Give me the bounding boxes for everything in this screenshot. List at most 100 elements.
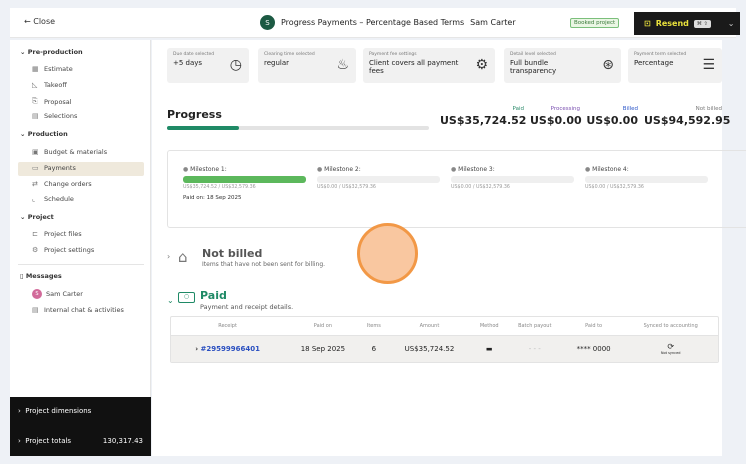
card-label: Clearing time selected bbox=[264, 52, 315, 57]
sidebar-item-takeoff[interactable]: ◺ Takeoff bbox=[32, 81, 67, 89]
sync-status[interactable]: ⟳ Not synced bbox=[623, 335, 718, 362]
milestone-bar bbox=[183, 176, 306, 183]
sidebar-item-budget[interactable]: ▣ Budget & materials bbox=[32, 148, 108, 156]
page-title: Progress Payments – Percentage Based Ter… bbox=[281, 18, 465, 27]
milestones-panel: ● Milestone 1: US$35,724.52 / US$32,579.3… bbox=[167, 150, 746, 228]
collapse-chevron[interactable]: ⌄ bbox=[167, 296, 174, 305]
paid-subtitle: Payment and receipt details. bbox=[200, 303, 294, 311]
column-header: Batch payout bbox=[505, 317, 564, 336]
divider bbox=[18, 264, 144, 265]
card-label: Detail level selected bbox=[510, 52, 556, 57]
project-totals[interactable]: › Project totals bbox=[18, 437, 72, 445]
card-label: Payment term selected bbox=[634, 52, 687, 57]
section-pre-production[interactable]: ⌄ Pre-production bbox=[20, 48, 83, 56]
sidebar-item-project-files[interactable]: ⊏ Project files bbox=[32, 230, 82, 238]
milestone-bar bbox=[585, 176, 708, 183]
sidebar-item-project-settings[interactable]: ⚙ Project settings bbox=[32, 246, 95, 254]
column-header: Synced to accounting bbox=[623, 317, 718, 336]
milestone-amount: US$0.00 / US$32,579.36 bbox=[317, 185, 376, 190]
summary-label: Processing bbox=[550, 106, 580, 112]
card-label: Due date selected bbox=[173, 52, 215, 57]
progress-bar bbox=[167, 126, 429, 130]
card-value: Percentage bbox=[634, 59, 674, 67]
milestone-amount: US$0.00 / US$32,579.36 bbox=[451, 185, 510, 190]
close-button[interactable]: ← Close bbox=[24, 17, 56, 26]
setting-card[interactable]: Detail level selected Full bundle transpa… bbox=[504, 48, 621, 83]
gears-icon: ⚙ bbox=[475, 57, 488, 73]
column-header: Method bbox=[472, 317, 506, 336]
not-billed-title[interactable]: Not billed bbox=[202, 247, 263, 260]
column-header: Amount bbox=[386, 317, 473, 336]
section-project[interactable]: ⌄ Project bbox=[20, 213, 54, 221]
summary-label: Billed bbox=[622, 106, 638, 112]
project-dimensions[interactable]: › Project dimensions bbox=[18, 407, 92, 415]
card-label: Payment fee settings bbox=[369, 52, 417, 57]
paid-on: 18 Sep 2025 bbox=[284, 335, 362, 362]
card-value: Full bundle transparency bbox=[510, 59, 557, 75]
calculator-icon: ▣ bbox=[32, 148, 39, 156]
message-sam-carter[interactable]: S Sam Carter bbox=[32, 289, 83, 299]
sidebar-item-estimate[interactable]: ▦ Estimate bbox=[32, 65, 73, 73]
folder-icon: ⊏ bbox=[32, 230, 38, 238]
milestone-name: Milestone 2: bbox=[324, 166, 361, 173]
expand-chevron[interactable]: › bbox=[167, 252, 171, 261]
change-icon: ⇄ bbox=[32, 180, 38, 188]
table-row[interactable]: › #29599966401 18 Sep 2025 6 US$35,724.5… bbox=[171, 335, 718, 362]
header: ← Close S Progress Payments – Percentage… bbox=[10, 8, 740, 38]
milestone-name: Milestone 1: bbox=[190, 166, 227, 173]
paid-to: **** 0000 bbox=[563, 335, 624, 362]
table-icon: ▦ bbox=[32, 65, 39, 73]
card-value: +5 days bbox=[173, 59, 203, 67]
sync-icon: ⟳ bbox=[667, 342, 675, 352]
chevron-down-icon[interactable]: ⌄ bbox=[727, 19, 735, 28]
sidebar-item-payments[interactable]: ▭ Payments bbox=[32, 164, 76, 172]
sidebar-item-schedule[interactable]: ⌞ Schedule bbox=[32, 195, 74, 203]
resend-label: Resend bbox=[655, 19, 689, 28]
milestone: ● Milestone 4: US$0.00 / US$32,579.36 bbox=[585, 166, 708, 190]
milestone-amount: US$35,724.52 / US$32,579.36 bbox=[183, 185, 256, 190]
milestone-bar bbox=[317, 176, 440, 183]
setting-card[interactable]: Due date selected +5 days ◷ bbox=[167, 48, 249, 83]
cursor-indicator bbox=[357, 223, 418, 284]
resend-button[interactable]: ⊡ Resend ⌘ ⇧ ⌄ bbox=[634, 12, 740, 35]
proposal-icon: ⎘ bbox=[32, 97, 38, 105]
summary-value: US$35,724.52 bbox=[440, 114, 527, 127]
house-icon: ⌂ bbox=[178, 248, 188, 266]
section-production[interactable]: ⌄ Production bbox=[20, 130, 68, 138]
paid-title[interactable]: Paid bbox=[200, 289, 227, 302]
avatar: S bbox=[32, 289, 42, 299]
summary-paid: Paid US$35,724.52 bbox=[440, 106, 527, 127]
column-header: Receipt bbox=[171, 317, 285, 336]
avatar: S bbox=[260, 15, 275, 30]
receipt-link[interactable]: › #29599966401 bbox=[171, 335, 285, 362]
shortcut-hint: ⌘ ⇧ bbox=[693, 19, 711, 28]
ruler-icon: ◺ bbox=[32, 81, 38, 89]
milestone-paid-on: Paid on: 18 Sep 2025 bbox=[183, 195, 242, 201]
milestone-name: Milestone 3: bbox=[458, 166, 495, 173]
status-badge: Booked project bbox=[570, 18, 620, 28]
summary-value: US$0.00 bbox=[586, 114, 638, 127]
cash-icon: ○ bbox=[178, 292, 195, 303]
progress-fill bbox=[167, 126, 239, 130]
sidebar-item-proposal[interactable]: ⎘ Proposal bbox=[32, 97, 72, 106]
internal-chat[interactable]: ▤ Internal chat & activities bbox=[32, 306, 124, 314]
message-icon: ⊡ bbox=[644, 19, 651, 28]
summary-processing: Processing US$0.00 bbox=[530, 106, 582, 127]
chart-icon: ⌞ bbox=[32, 195, 36, 203]
sidebar-item-selections[interactable]: ▤ Selections bbox=[32, 112, 78, 120]
milestone-amount: US$0.00 / US$32,579.36 bbox=[585, 185, 644, 190]
card-icon: ▬ bbox=[472, 335, 506, 362]
setting-card[interactable]: Clearing time selected regular ♨ bbox=[258, 48, 356, 83]
setting-card[interactable]: Payment term selected Percentage ☰ bbox=[628, 48, 722, 83]
gear-icon: ⚙ bbox=[32, 246, 39, 254]
messages-heading[interactable]: ▯ Messages bbox=[20, 272, 62, 280]
milestone-name: Milestone 4: bbox=[592, 166, 629, 173]
message-icon: ▯ bbox=[20, 272, 24, 280]
summary-value: US$0.00 bbox=[530, 114, 582, 127]
setting-card[interactable]: Payment fee settings Client covers all pa… bbox=[363, 48, 495, 83]
cash-icon: ▭ bbox=[32, 164, 39, 172]
batch-payout: - - - bbox=[505, 335, 564, 362]
clock-icon: ◷ bbox=[229, 57, 242, 73]
amount: US$35,724.52 bbox=[386, 335, 473, 362]
sidebar-item-change-orders[interactable]: ⇄ Change orders bbox=[32, 180, 92, 188]
